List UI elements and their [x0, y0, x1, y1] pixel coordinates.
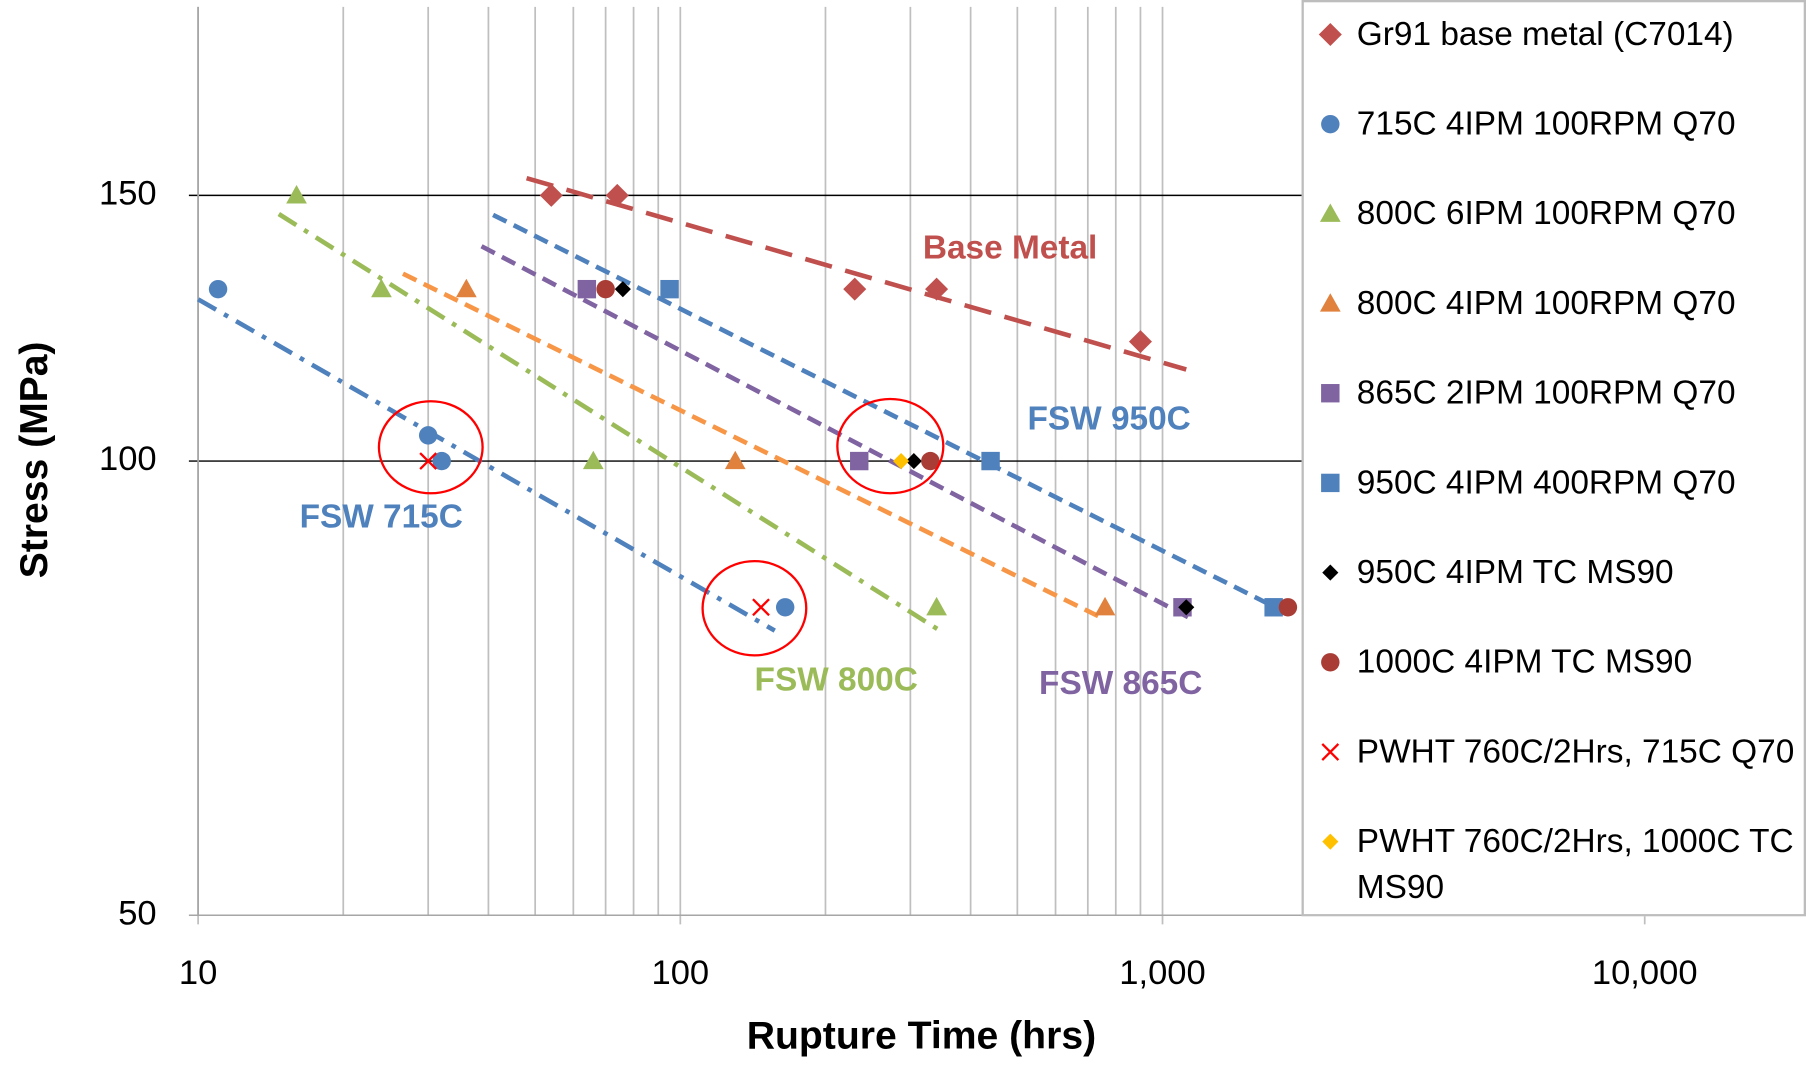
data-point	[926, 596, 947, 616]
legend-label: Gr91 base metal (C7014)	[1356, 16, 1734, 53]
y-tick-label: 50	[118, 894, 156, 932]
legend-item: 715C 4IPM 100RPM Q70	[1315, 101, 1796, 147]
legend-item: Gr91 base metal (C7014)	[1315, 11, 1796, 57]
legend-marker	[1321, 743, 1340, 761]
legend-symbol	[1322, 833, 1339, 850]
legend-label: PWHT 760C/2Hrs, 1000C TC MS90	[1356, 823, 1794, 907]
y-tick-label: 150	[99, 175, 157, 213]
data-point	[921, 451, 940, 471]
data-point	[596, 279, 615, 299]
legend-item: 1000C 4IPM TC MS90	[1315, 639, 1796, 685]
legend-item: 950C 4IPM TC MS90	[1315, 550, 1796, 596]
legend-label: 1000C 4IPM TC MS90	[1356, 643, 1693, 681]
data-point	[208, 279, 228, 299]
legend-item: PWHT 760C/2Hrs, 715C Q70	[1315, 729, 1796, 775]
legend-marker	[1321, 473, 1340, 493]
legend-label: 865C 2IPM 100RPM Q70	[1356, 374, 1736, 412]
data-point	[1278, 598, 1298, 617]
data-point	[539, 183, 563, 207]
trendline	[525, 175, 1187, 372]
highlight-circle	[377, 400, 484, 495]
trendline	[401, 271, 1105, 621]
annotations: Base Metal FSW 950C FSW 715C FSW 800C FSW 86…	[300, 229, 1203, 702]
legend-label: 950C 4IPM TC MS90	[1356, 554, 1674, 591]
y-axis-title: Stress (MPa)	[13, 342, 56, 579]
data-point	[660, 279, 679, 299]
legend-label: PWHT 760C/2Hrs, 715C Q70	[1356, 733, 1795, 771]
annotation: FSW 715C	[300, 498, 463, 535]
legend-symbol	[1318, 22, 1342, 46]
data-point	[724, 450, 746, 470]
legend-symbol	[1321, 384, 1340, 403]
legend-symbol	[1321, 473, 1340, 493]
data-point	[418, 426, 438, 445]
legend-symbol	[1321, 653, 1340, 672]
data-point	[577, 279, 597, 299]
data-point	[1128, 330, 1152, 354]
x-tick-label: 1,000	[1119, 954, 1205, 992]
highlight-circle	[836, 397, 945, 495]
annotation: FSW 865C	[1039, 665, 1202, 702]
data-point	[419, 452, 438, 470]
trendline	[480, 244, 1193, 621]
legend-item: PWHT 760C/2Hrs, 1000C TC MS90	[1315, 819, 1796, 911]
legend-symbol	[1319, 293, 1341, 312]
legend-marker	[1321, 114, 1340, 134]
legend-item: 950C 4IPM 400RPM Q70	[1315, 460, 1796, 506]
legend-marker	[1319, 203, 1341, 222]
legend-marker	[1319, 293, 1341, 312]
highlight-circle	[701, 559, 808, 657]
x-tick-label: 10	[179, 954, 217, 992]
legend-box: Gr91 base metal (C7014) 715C 4IPM 100RPM …	[1301, 0, 1806, 917]
legend-label: 715C 4IPM 100RPM Q70	[1356, 105, 1736, 143]
legend-marker	[1322, 833, 1339, 850]
annotation: FSW 950C	[1028, 401, 1191, 438]
legend-item: 800C 4IPM 100RPM Q70	[1315, 281, 1796, 327]
data-point	[1264, 598, 1283, 617]
annotation: FSW 800C	[755, 662, 918, 699]
data-point	[850, 451, 869, 471]
points	[208, 183, 1298, 617]
data-point	[455, 278, 477, 298]
data-point	[614, 281, 631, 298]
data-point	[286, 185, 307, 204]
data-point	[843, 277, 867, 301]
legend-marker	[1318, 22, 1342, 46]
legend-symbol	[1322, 564, 1339, 581]
legend-symbol	[1321, 114, 1340, 134]
data-point	[925, 277, 949, 301]
legend-label: 800C 6IPM 100RPM Q70	[1356, 195, 1736, 233]
data-point	[432, 451, 451, 471]
x-tick-label: 10,000	[1592, 954, 1698, 992]
trendline	[492, 212, 1274, 608]
data-point	[752, 598, 770, 617]
legend-symbol	[1319, 203, 1341, 222]
data-point	[1094, 596, 1116, 616]
annotation: Base Metal	[923, 229, 1097, 266]
data-point	[775, 598, 795, 617]
legend-label: 950C 4IPM 400RPM Q70	[1356, 464, 1736, 502]
legend-marker	[1322, 564, 1339, 581]
legend: Gr91 base metal (C7014) 715C 4IPM 100RPM …	[1301, 0, 1806, 917]
legend-marker	[1321, 653, 1340, 672]
data-point	[371, 278, 392, 298]
legend-label: 800C 4IPM 100RPM Q70	[1356, 285, 1736, 322]
data-point	[582, 450, 604, 470]
legend-symbol	[1321, 743, 1340, 761]
x-axis-title: Rupture Time (hrs)	[747, 1015, 1096, 1058]
x-tick-label: 100	[651, 954, 709, 992]
legend-item: 865C 2IPM 100RPM Q70	[1315, 370, 1796, 416]
data-point	[981, 451, 1000, 471]
trendline	[196, 297, 776, 633]
legend-item: 800C 6IPM 100RPM Q70	[1315, 191, 1796, 237]
legend-marker	[1321, 384, 1340, 403]
data-point	[893, 453, 910, 470]
trendlines	[196, 175, 1274, 635]
y-tick-label: 100	[99, 440, 157, 478]
highlight-circles	[377, 397, 945, 657]
